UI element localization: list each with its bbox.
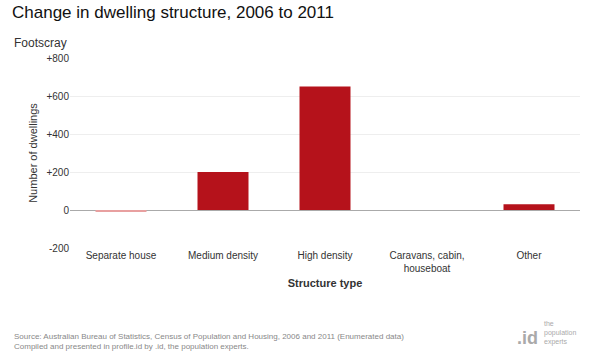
svg-text:Separate house: Separate house [86, 250, 157, 261]
svg-text:-200: -200 [49, 243, 69, 254]
svg-text:Footscray: Footscray [14, 36, 67, 50]
svg-text:+200: +200 [46, 167, 69, 178]
svg-text:+800: +800 [46, 53, 69, 64]
svg-text:Medium density: Medium density [188, 250, 258, 261]
svg-text:Caravans, cabin,houseboat: Caravans, cabin,houseboat [389, 250, 464, 274]
svg-text:0: 0 [63, 205, 69, 216]
svg-text:Change in dwelling structure,: Change in dwelling structure, 2006 to 20… [12, 3, 334, 22]
svg-text:High density: High density [297, 250, 352, 261]
svg-text:+400: +400 [46, 129, 69, 140]
svg-text:Number of dwellings: Number of dwellings [27, 103, 39, 203]
svg-text:Source: Australian Bureau of S: Source: Australian Bureau of Statistics,… [14, 332, 404, 351]
svg-text:Structure type: Structure type [288, 277, 363, 289]
svg-text:thepopulationexperts: thepopulationexperts [544, 320, 576, 346]
svg-text:Other: Other [516, 250, 542, 261]
svg-text:+600: +600 [46, 91, 69, 102]
svg-text:.id: .id [517, 328, 538, 348]
